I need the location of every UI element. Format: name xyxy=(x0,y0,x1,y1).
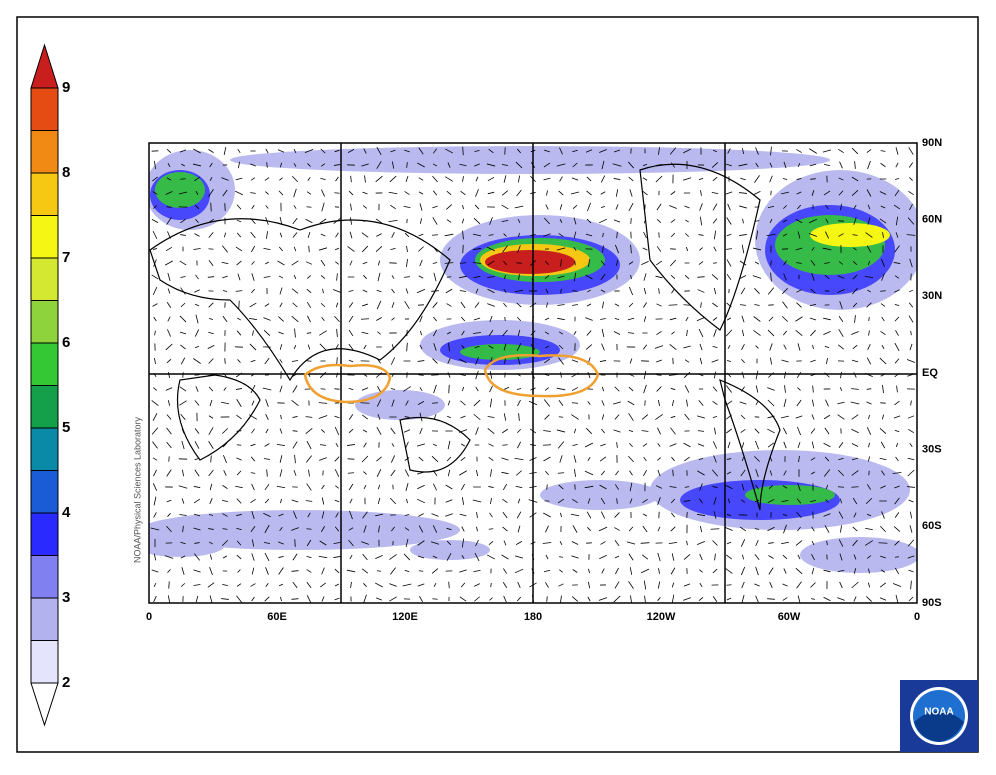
lat-label: EQ xyxy=(922,367,938,379)
logo: NOAA xyxy=(900,680,978,752)
wind-arrow xyxy=(183,372,184,377)
map: NOAA/Physical Sciences Laboratory 0 60E 12… xyxy=(132,137,942,623)
lon-label: 60E xyxy=(267,611,287,623)
lat-label: 90N xyxy=(922,137,942,149)
wind-arrow xyxy=(575,261,576,266)
lon-label: 0 xyxy=(914,611,920,623)
colorbar-segment xyxy=(31,216,58,259)
wind-arrow xyxy=(559,557,563,558)
colorbar-segment xyxy=(31,343,58,386)
colorbar-segment xyxy=(31,301,58,344)
wind-arrow xyxy=(895,557,899,558)
lon-label: 180 xyxy=(524,611,542,623)
wind-arrow xyxy=(180,179,185,180)
lat-label: 60N xyxy=(922,214,942,226)
wind-arrow xyxy=(645,400,646,405)
lon-label: 60W xyxy=(778,611,801,623)
colorbar: 9 8 7 6 5 4 3 2 xyxy=(31,45,71,725)
wind-arrow xyxy=(237,445,241,446)
wind-arrow xyxy=(211,456,212,463)
wind-arrow xyxy=(449,385,450,393)
wind-arrow xyxy=(195,375,200,376)
colorbar-label: 2 xyxy=(62,674,70,691)
colorbar-segment xyxy=(31,386,58,429)
wind-arrow xyxy=(307,361,312,362)
wind-arrow xyxy=(169,581,170,588)
wind-arrow xyxy=(726,585,731,586)
lon-label: 0 xyxy=(146,611,152,623)
wind-arrow xyxy=(687,512,688,518)
colorbar-label: 8 xyxy=(62,164,70,181)
logo-text: NOAA xyxy=(924,707,953,718)
colorbar-segment xyxy=(31,513,58,556)
lon-label: 120E xyxy=(392,611,418,623)
colorbar-label: 4 xyxy=(62,504,71,521)
lat-label: 30N xyxy=(922,290,942,302)
colorbar-segment xyxy=(31,556,58,599)
colorbar-under xyxy=(31,683,58,725)
colorbar-segment xyxy=(31,598,58,641)
wind-arrow xyxy=(209,249,214,250)
wind-arrow xyxy=(211,203,212,212)
colorbar-segment xyxy=(31,641,58,684)
lat-label: 90S xyxy=(922,597,942,609)
colorbar-segment xyxy=(31,471,58,514)
colorbar-segment xyxy=(31,258,58,301)
wind-arrow xyxy=(572,403,578,404)
wind-arrow xyxy=(543,445,551,446)
lat-label: 60S xyxy=(922,520,942,532)
lat-label: 30S xyxy=(922,444,942,456)
colorbar-segment xyxy=(31,428,58,471)
colorbar-label: 9 xyxy=(62,79,70,96)
colorbar-label: 7 xyxy=(62,249,70,266)
credit: NOAA/Physical Sciences Laboratory xyxy=(132,416,142,563)
wind-arrow xyxy=(225,358,226,364)
colorbar-over xyxy=(31,45,58,88)
wind-arrow xyxy=(309,246,310,252)
colorbar-label: 6 xyxy=(62,334,70,351)
wind-arrow xyxy=(880,291,886,292)
colorbar-label: 3 xyxy=(62,589,70,606)
wind-arrow xyxy=(432,403,438,404)
wind-arrow xyxy=(361,403,370,404)
wind-arrow xyxy=(307,207,312,208)
colorbar-segment xyxy=(31,173,58,216)
colorbar-segment xyxy=(31,88,58,131)
colorbar-label: 5 xyxy=(62,419,70,436)
wind-arrow xyxy=(361,319,369,320)
lon-label: 120W xyxy=(647,611,676,623)
wind-arrow xyxy=(432,599,437,600)
colorbar-segment xyxy=(31,131,58,174)
wind-arrow xyxy=(851,487,858,488)
wind-arrow xyxy=(659,232,660,237)
wind-arrow xyxy=(431,375,439,376)
